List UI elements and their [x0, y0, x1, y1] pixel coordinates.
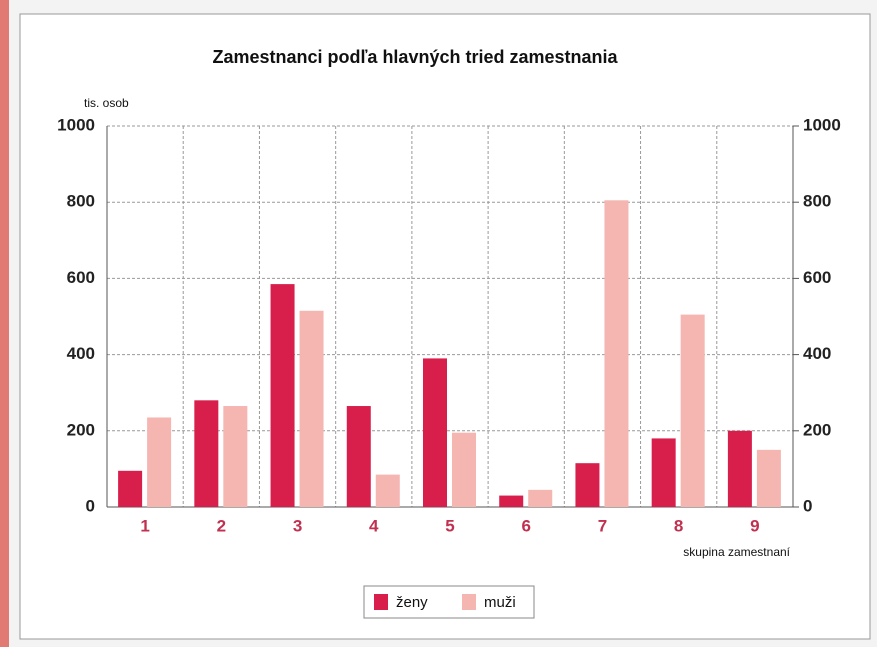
- y2-tick-label: 200: [803, 420, 831, 439]
- frame-edge: [0, 0, 9, 647]
- y2-tick-label: 800: [803, 192, 831, 211]
- bar: [651, 438, 676, 507]
- y2-tick-label: 400: [803, 344, 831, 363]
- y-tick-label: 200: [67, 420, 95, 439]
- y2-tick-label: 600: [803, 268, 831, 287]
- legend-swatch: [462, 594, 476, 610]
- y2-tick-label: 1000: [803, 115, 841, 134]
- legend-swatch: [374, 594, 388, 610]
- x-tick-label: 6: [521, 516, 530, 535]
- bar: [423, 358, 447, 507]
- x-tick-label: 5: [445, 516, 454, 535]
- x-axis-label: skupina zamestnaní: [683, 545, 790, 559]
- bar: [299, 310, 324, 507]
- bar: [270, 284, 295, 507]
- bar: [223, 406, 248, 507]
- x-tick-label: 1: [140, 516, 149, 535]
- bar: [756, 449, 781, 507]
- x-tick-label: 2: [217, 516, 226, 535]
- bar: [528, 489, 553, 507]
- x-tick-label: 8: [674, 516, 683, 535]
- y-tick-label: 400: [67, 344, 95, 363]
- bar: [499, 495, 524, 507]
- bar: [575, 463, 600, 507]
- bar: [194, 400, 219, 507]
- chart-title: Zamestnanci podľa hlavných tried zamestn…: [212, 47, 618, 67]
- bar: [147, 417, 172, 507]
- y2-tick-label: 0: [803, 496, 812, 515]
- bar: [727, 430, 752, 507]
- panel: [19, 13, 871, 640]
- bar: [452, 432, 476, 507]
- y-axis-label: tis. osob: [84, 96, 129, 110]
- bar: [375, 474, 400, 507]
- bar: [604, 200, 629, 508]
- legend-box: [363, 585, 535, 619]
- x-tick-label: 9: [750, 516, 759, 535]
- bar: [346, 406, 371, 507]
- x-tick-label: 4: [369, 516, 379, 535]
- legend: [363, 585, 535, 619]
- y-tick-label: 1000: [57, 115, 95, 134]
- y-tick-label: 600: [67, 268, 95, 287]
- y-tick-label: 800: [67, 192, 95, 211]
- y-tick-label: 0: [86, 496, 95, 515]
- bar: [118, 470, 143, 507]
- legend-label: muži: [484, 594, 516, 611]
- legend-label: ženy: [396, 594, 428, 611]
- bar: [680, 314, 705, 507]
- x-tick-label: 7: [598, 516, 607, 535]
- x-tick-label: 3: [293, 516, 302, 535]
